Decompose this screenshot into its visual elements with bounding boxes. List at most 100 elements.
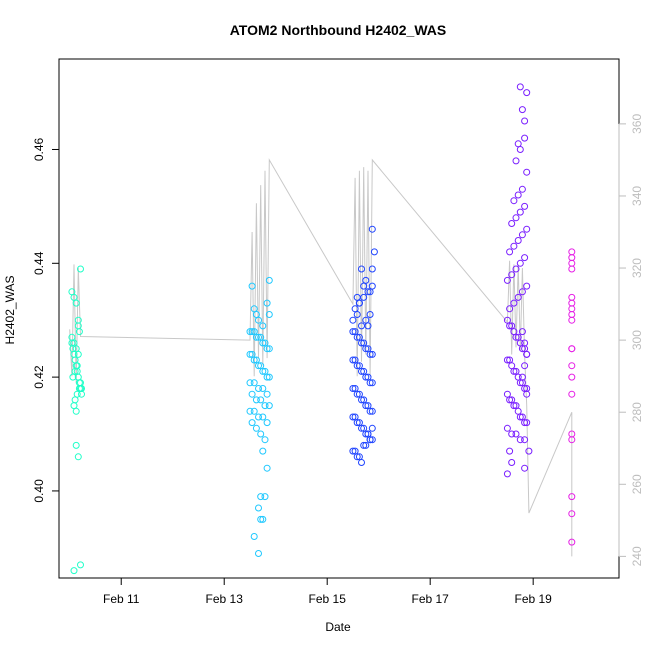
- data-point: [72, 441, 80, 449]
- data-point: [360, 282, 368, 290]
- x-tick-label: Feb 11: [103, 592, 140, 606]
- chart-title: ATOM2 Northbound H2402_WAS: [230, 22, 447, 38]
- data-point: [514, 237, 522, 244]
- data-point: [368, 424, 376, 432]
- y-axis-label: H2402_WAS: [3, 276, 17, 345]
- data-point: [523, 419, 531, 427]
- data-point: [568, 538, 576, 546]
- data-point: [259, 413, 267, 421]
- data-point: [259, 385, 267, 392]
- data-point: [246, 350, 254, 358]
- data-point: [568, 299, 576, 307]
- data-point: [503, 276, 511, 284]
- data-point: [510, 299, 518, 307]
- data-point: [518, 185, 526, 193]
- data-point: [265, 373, 273, 381]
- data-point: [358, 367, 365, 375]
- data-point: [263, 299, 271, 307]
- data-point: [362, 276, 370, 284]
- x-tick-label: Feb 13: [206, 592, 244, 606]
- data-point: [368, 379, 376, 387]
- data-point: [568, 259, 576, 267]
- data-point: [568, 510, 576, 518]
- data-point: [77, 265, 84, 273]
- data-point: [368, 436, 376, 444]
- data-point: [368, 350, 376, 358]
- y-tick-label: 0.40: [32, 479, 46, 503]
- y2-tick-label: 260: [630, 474, 644, 494]
- data-point: [261, 436, 269, 444]
- data-point: [503, 470, 511, 478]
- data-point: [349, 316, 357, 324]
- data-point: [568, 390, 576, 398]
- data-point: [349, 413, 357, 421]
- data-point: [250, 407, 258, 415]
- data-point: [252, 396, 260, 404]
- data-point: [72, 299, 80, 307]
- y2-tick-label: 320: [630, 258, 644, 278]
- data-point: [518, 231, 526, 239]
- x-axis-label: Date: [325, 620, 351, 634]
- data-point: [265, 276, 273, 284]
- data-point: [512, 333, 520, 341]
- data-point: [248, 419, 256, 427]
- data-point: [255, 362, 262, 370]
- data-point: [364, 322, 372, 330]
- points-layer: [68, 83, 576, 575]
- data-point: [521, 419, 529, 427]
- data-point: [518, 373, 526, 381]
- data-point: [259, 367, 267, 375]
- data-point: [353, 362, 361, 370]
- data-point: [370, 248, 378, 256]
- data-point: [521, 117, 529, 125]
- data-point: [506, 248, 514, 256]
- data-point: [77, 561, 84, 569]
- data-point: [568, 373, 576, 381]
- data-point: [349, 328, 357, 336]
- secondary-line-layer: [69, 158, 573, 557]
- x-tick-label: Feb 17: [412, 592, 450, 606]
- data-point: [263, 345, 271, 353]
- data-point: [362, 441, 370, 449]
- data-point: [261, 493, 269, 501]
- x-tick-label: Feb 19: [514, 592, 552, 606]
- data-point: [351, 447, 359, 455]
- y2-tick-label: 240: [630, 546, 644, 566]
- data-point: [248, 390, 256, 398]
- data-point: [255, 333, 262, 341]
- data-point: [366, 311, 374, 318]
- data-point: [508, 362, 516, 370]
- data-point: [257, 430, 265, 438]
- data-point: [353, 293, 361, 301]
- data-point: [263, 390, 271, 398]
- data-point: [355, 453, 363, 461]
- data-point: [263, 419, 271, 427]
- y2-tick-label: 280: [630, 402, 644, 422]
- data-point: [366, 350, 374, 358]
- data-point: [250, 356, 258, 364]
- data-point: [512, 265, 520, 273]
- data-point: [568, 316, 576, 324]
- data-point: [503, 390, 511, 398]
- y2-tick-label: 340: [630, 186, 644, 206]
- data-point: [255, 550, 262, 557]
- data-point: [73, 390, 81, 398]
- data-point: [358, 339, 365, 347]
- data-point: [358, 459, 365, 466]
- data-point: [250, 533, 258, 540]
- data-point: [521, 436, 529, 444]
- data-point: [366, 288, 374, 296]
- data-point: [257, 396, 265, 404]
- data-point: [248, 328, 256, 336]
- y-tick-label: 0.42: [32, 365, 46, 389]
- data-point: [516, 436, 524, 444]
- data-point: [355, 299, 363, 307]
- data-point: [518, 106, 526, 114]
- data-point: [70, 567, 78, 575]
- data-point: [368, 282, 376, 290]
- y-axis: 0.40 0.42 0.44 0.46: [32, 137, 60, 503]
- data-point: [78, 385, 85, 392]
- data-point: [512, 430, 520, 438]
- data-point: [368, 225, 376, 233]
